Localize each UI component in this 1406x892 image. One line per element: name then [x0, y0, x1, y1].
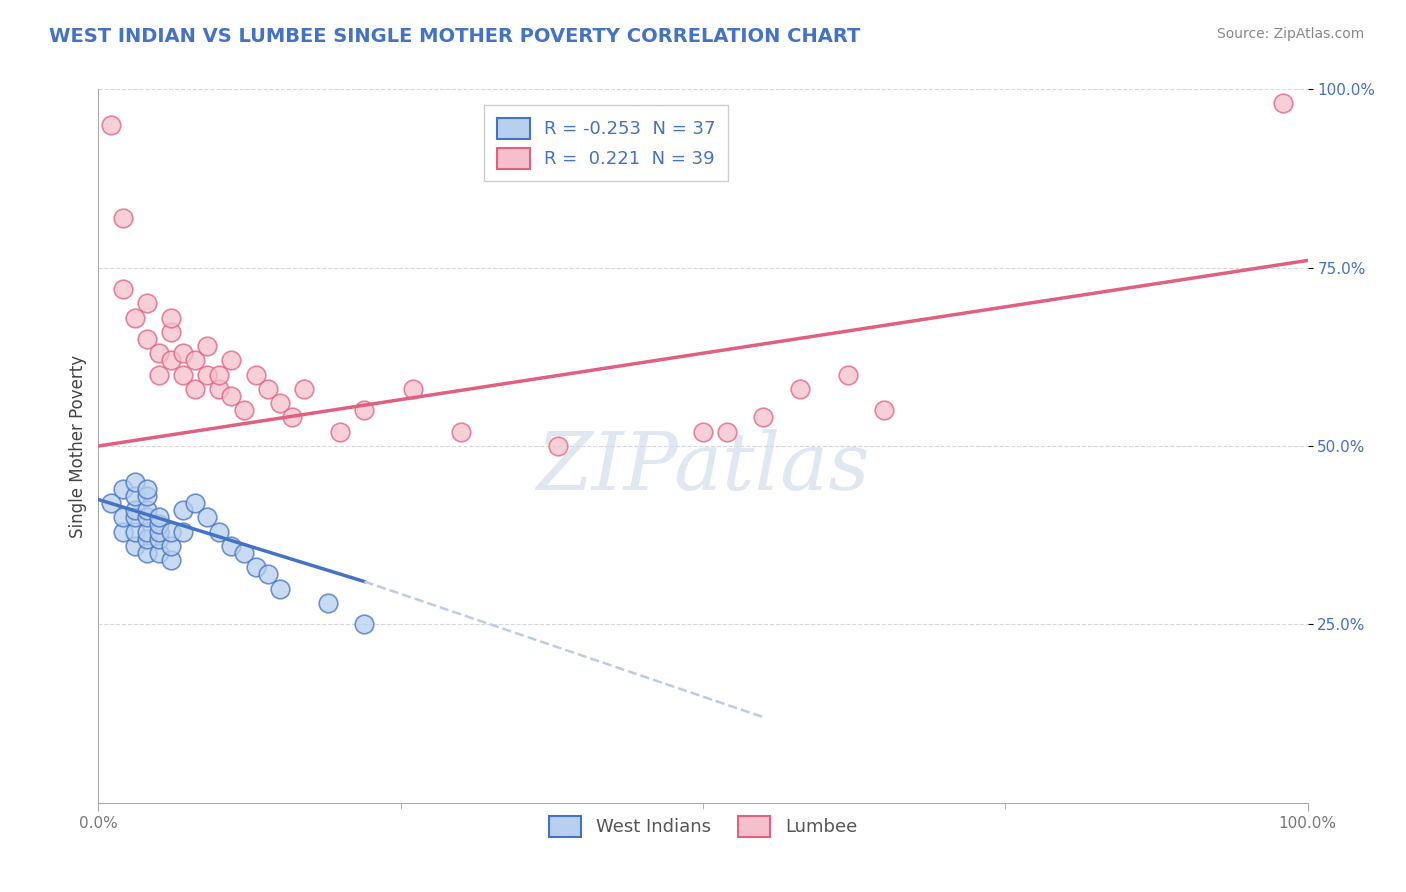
Point [221, 389, 243, 403]
Point [547, 439, 569, 453]
Point [692, 425, 714, 439]
Point [281, 410, 304, 425]
Point [172, 368, 194, 382]
Point [716, 425, 738, 439]
Point [269, 396, 291, 410]
Point [160, 310, 183, 325]
Point [160, 353, 183, 368]
Point [402, 382, 425, 396]
Point [160, 524, 183, 539]
Point [353, 403, 375, 417]
Point [124, 489, 146, 503]
Point [353, 617, 375, 632]
Point [135, 546, 157, 560]
Point [124, 510, 146, 524]
Point [245, 368, 267, 382]
Point [450, 425, 472, 439]
Point [124, 524, 146, 539]
Point [172, 524, 194, 539]
Point [111, 510, 134, 524]
Point [148, 524, 170, 539]
Point [111, 211, 134, 225]
Point [292, 382, 315, 396]
Point [135, 296, 157, 310]
Point [195, 368, 218, 382]
Point [160, 553, 183, 567]
Point [160, 539, 183, 553]
Point [256, 567, 278, 582]
Point [232, 403, 254, 417]
Point [100, 496, 122, 510]
Point [148, 368, 170, 382]
Point [111, 282, 134, 296]
Point [837, 368, 859, 382]
Point [195, 339, 218, 353]
Point [135, 532, 157, 546]
Point [232, 546, 254, 560]
Point [329, 425, 352, 439]
Y-axis label: Single Mother Poverty: Single Mother Poverty [69, 354, 87, 538]
Point [100, 118, 122, 132]
Point [195, 510, 218, 524]
Point [135, 524, 157, 539]
Point [135, 482, 157, 496]
Point [184, 382, 207, 396]
Legend: West Indians, Lumbee: West Indians, Lumbee [541, 808, 865, 844]
Point [789, 382, 811, 396]
Point [208, 368, 231, 382]
Point [221, 539, 243, 553]
Point [148, 546, 170, 560]
Text: ZIPatlas: ZIPatlas [536, 429, 870, 506]
Point [256, 382, 278, 396]
Point [148, 532, 170, 546]
Point [124, 539, 146, 553]
Point [316, 596, 339, 610]
Point [160, 325, 183, 339]
Point [752, 410, 775, 425]
Point [208, 524, 231, 539]
Point [269, 582, 291, 596]
Point [124, 310, 146, 325]
Point [245, 560, 267, 574]
Point [148, 517, 170, 532]
Point [184, 496, 207, 510]
Point [135, 503, 157, 517]
Point [135, 510, 157, 524]
Point [873, 403, 896, 417]
Point [124, 475, 146, 489]
Point [111, 524, 134, 539]
Point [221, 353, 243, 368]
Point [124, 503, 146, 517]
Point [184, 353, 207, 368]
Point [111, 482, 134, 496]
Point [148, 346, 170, 360]
Point [148, 510, 170, 524]
Point [1272, 96, 1295, 111]
Point [172, 346, 194, 360]
Point [208, 382, 231, 396]
Point [135, 332, 157, 346]
Point [135, 489, 157, 503]
Text: WEST INDIAN VS LUMBEE SINGLE MOTHER POVERTY CORRELATION CHART: WEST INDIAN VS LUMBEE SINGLE MOTHER POVE… [49, 27, 860, 45]
Text: Source: ZipAtlas.com: Source: ZipAtlas.com [1216, 27, 1364, 41]
Point [172, 503, 194, 517]
